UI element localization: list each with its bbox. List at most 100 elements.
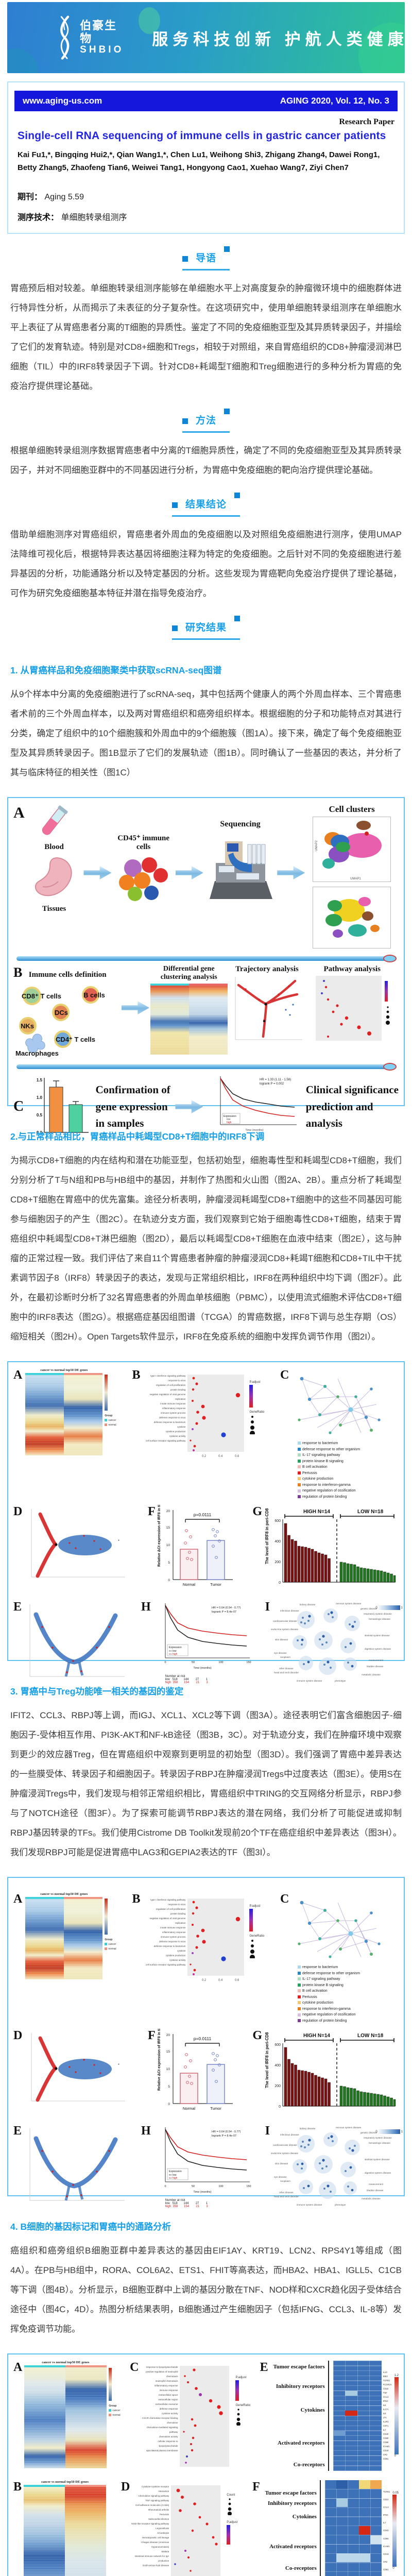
panel-d-label: D [13, 1505, 23, 1519]
flow-arrow-icon [277, 866, 305, 879]
svg-text:Tumor: Tumor [210, 1582, 221, 1587]
flow-arrow-icon [83, 866, 112, 879]
svg-text:skeletal system disease: skeletal system disease [365, 1634, 390, 1637]
cd45-label: CD45⁺ immune cells [117, 834, 170, 851]
svg-text:0.4: 0.4 [218, 1455, 223, 1458]
section-badge-results: 结果结论 [0, 493, 412, 517]
padjust-colorbar [227, 2525, 231, 2545]
svg-text:10: 10 [166, 2067, 170, 2071]
panel-A: A cancer vs normal top50 DE genes Group … [13, 1892, 116, 1979]
svg-text:0: 0 [168, 2103, 170, 2106]
network-legend: response to bacterium defense response t… [298, 1440, 399, 1500]
group-label: Cytokines [300, 2407, 325, 2413]
svg-text:100: 100 [218, 1661, 223, 1664]
svg-text:nervous system disease: nervous system disease [336, 2126, 362, 2129]
panel-a-label: A [13, 1368, 23, 1382]
badge-square-icon [171, 625, 178, 631]
group-label: Cytokines [292, 2514, 317, 2520]
risk-table: Number at risk low 518 144 27 1 high 358… [165, 1675, 208, 1685]
padjust-label: P.adjust [235, 2376, 247, 2379]
svg-text:Normal: Normal [183, 1582, 196, 1587]
panel-B: B type I interferon signaling pathway re… [132, 1892, 264, 1987]
svg-text:200: 200 [274, 1561, 281, 1564]
svg-text:400: 400 [274, 2064, 281, 2067]
heatmap-title: cancer vs normal top50 DE genes [40, 1892, 88, 1896]
colorbar [394, 2377, 399, 2454]
svg-text:infectious disease: infectious disease [280, 1609, 299, 1612]
svg-text:0.4: 0.4 [218, 1979, 223, 1982]
cancer-swatch [105, 1943, 108, 1946]
survival-plot-H: HR = 0.64 (0.54 - 0.77) logrank P = 8.4e… [164, 1603, 251, 1670]
svg-text:0.2: 0.2 [202, 1979, 207, 1982]
svg-text:●: ● [118, 1539, 119, 1542]
svg-text:digestive system disease: digestive system disease [365, 1648, 391, 1650]
svg-text:high: high [173, 2177, 178, 2180]
section-badge-methods: 方法 [0, 409, 412, 433]
svg-text:kidney disease: kidney disease [300, 1603, 316, 1606]
section-3-heading: 3. 胃癌中与Treg功能唯一相关的基因的鉴定 [10, 1686, 184, 1697]
group-legend-title: Group [109, 2404, 117, 2408]
fig4-heatmap-E [333, 2361, 382, 2471]
panel-H: H HR = 0.64 (0.54 - 0.77) logrank P = 8.… [141, 2124, 254, 2208]
section-2-paragraph: 为揭示CD8+T细胞的内在结构和潜在功能亚型，包括初始型，细胞毒性型和耗竭型CD… [10, 1156, 402, 1342]
journal-site-link[interactable]: www.aging-us.com [23, 96, 102, 106]
figure-divider [16, 1063, 397, 1071]
heatmap-A [25, 1897, 103, 1979]
colorbar [392, 2495, 397, 2567]
badge-square-icon [182, 256, 188, 262]
flow-arrow-icon [175, 1100, 203, 1113]
panel-D: D ● [13, 2029, 133, 2111]
fig1-panel-c-label: C [13, 1098, 24, 1114]
fig4-heatmap-B [24, 2485, 107, 2576]
svg-text:endocrine system disease: endocrine system disease [271, 2152, 299, 2155]
disease-network-I: kidney disease infectious disease nervou… [271, 1602, 392, 1682]
svg-text:low: low [173, 1650, 177, 1653]
svg-text:0.6: 0.6 [235, 1979, 239, 1982]
tissues-label: Tissues [42, 905, 66, 913]
panel-C: C [280, 1368, 399, 1500]
group-label: Activated receptors [269, 2544, 317, 2550]
figure-1: A Blood Tissues CD45⁺ immune [7, 797, 405, 1135]
svg-text:600: 600 [274, 2043, 281, 2047]
fig1-pathway-dotplot [315, 976, 382, 1041]
blood-tube-icon [42, 805, 68, 835]
dotplot-B: 0.2 0.4 0.6 [187, 1375, 245, 1458]
padjust-label: P.adjust [249, 1381, 261, 1384]
group-legend-title: Group [105, 1414, 113, 1417]
badge-square-icon [234, 493, 240, 498]
svg-text:Time (months): Time (months) [193, 2191, 211, 2194]
group-label: Co-receptors [293, 2462, 325, 2468]
svg-text:skin disease: skin disease [275, 2162, 288, 2165]
svg-text:Normal: Normal [183, 2106, 196, 2111]
svg-text:skeletal system disease: skeletal system disease [365, 2158, 390, 2161]
padjust-colorbar [249, 1385, 253, 1408]
fig1-trajectory-plot [235, 977, 303, 1040]
trajectory-plot-D: ● [31, 2033, 126, 2102]
panel-F: F Relative ΔCt expression of IRF8 in tis… [148, 2029, 238, 2119]
banner-decor-blob [139, 7, 160, 34]
svg-text:LOW N=18: LOW N=18 [357, 2033, 384, 2039]
svg-text:10: 10 [166, 1544, 170, 1547]
panel-E: E [13, 1600, 130, 1685]
bar-chart-F: Relative ΔCt expression of IRF8 in tissu… [158, 1505, 233, 1587]
disease-network-I: kidney disease infectious disease nervou… [271, 2126, 392, 2206]
fig1-panel-b-label: B [13, 965, 23, 980]
network-plot [298, 1377, 381, 1434]
trajectory-plot-E [29, 2128, 125, 2201]
svg-text:100: 100 [218, 2185, 223, 2188]
svg-text:B cells: B cells [83, 991, 105, 999]
svg-text:bladder disease: bladder disease [367, 2189, 384, 2192]
disease-colorbar: 0 1 [375, 1605, 403, 1611]
svg-text:high: high [173, 1653, 178, 1656]
fig4-dotplot-D: Gene_Ratio [171, 2485, 221, 2576]
svg-text:eye disease: eye disease [274, 2176, 287, 2178]
multipanel-figure-body: A cancer vs normal top50 DE genes Group … [13, 1368, 403, 1689]
panel-I: I [265, 1600, 403, 1689]
fig1-heatmap [150, 984, 228, 1055]
section-1-heading: 1. 从胃癌样品和免疫细胞聚类中获取scRNA-seq图谱 [10, 665, 222, 675]
panel-E: E Tumor escape factors Inhibitory recept… [260, 2361, 399, 2471]
trajectory-column: Trajectory analysis [228, 965, 305, 1048]
svg-text:200: 200 [274, 2084, 281, 2088]
svg-text:head and neck disorder: head and neck disorder [274, 1671, 299, 1674]
